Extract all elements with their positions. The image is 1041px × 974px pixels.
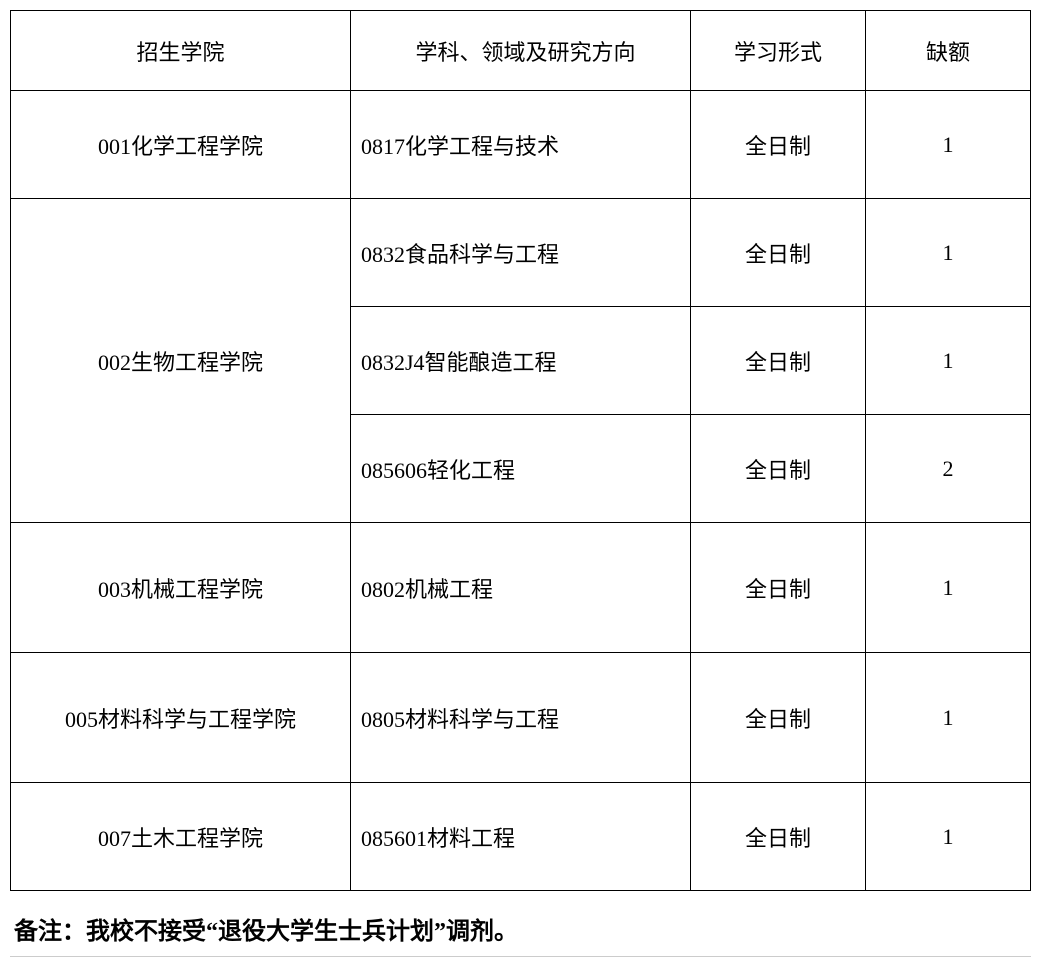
- cell-subject: 0832食品科学与工程: [351, 199, 691, 307]
- table-header-row: 招生学院 学科、领域及研究方向 学习形式 缺额: [11, 11, 1031, 91]
- cell-mode: 全日制: [691, 415, 866, 523]
- cell-quota: 1: [866, 653, 1031, 783]
- cell-college: 002生物工程学院: [11, 199, 351, 523]
- table-row: 005材料科学与工程学院 0805材料科学与工程 全日制 1: [11, 653, 1031, 783]
- cell-mode: 全日制: [691, 653, 866, 783]
- table-row: 003机械工程学院 0802机械工程 全日制 1: [11, 523, 1031, 653]
- table-row: 002生物工程学院 0832食品科学与工程 全日制 1: [11, 199, 1031, 307]
- cell-mode: 全日制: [691, 523, 866, 653]
- cell-subject: 0802机械工程: [351, 523, 691, 653]
- table-row: 007土木工程学院 085601材料工程 全日制 1: [11, 783, 1031, 891]
- cell-mode: 全日制: [691, 91, 866, 199]
- cell-subject: 0832J4智能酿造工程: [351, 307, 691, 415]
- header-subject: 学科、领域及研究方向: [351, 11, 691, 91]
- cell-college: 003机械工程学院: [11, 523, 351, 653]
- footnote: 备注：我校不接受“退役大学生士兵计划”调剂。: [10, 891, 1031, 957]
- cell-subject: 0817化学工程与技术: [351, 91, 691, 199]
- cell-quota: 1: [866, 199, 1031, 307]
- header-quota: 缺额: [866, 11, 1031, 91]
- cell-quota: 1: [866, 307, 1031, 415]
- cell-college: 001化学工程学院: [11, 91, 351, 199]
- cell-quota: 1: [866, 91, 1031, 199]
- cell-quota: 1: [866, 523, 1031, 653]
- cell-mode: 全日制: [691, 783, 866, 891]
- cell-mode: 全日制: [691, 307, 866, 415]
- cell-subject: 0805材料科学与工程: [351, 653, 691, 783]
- cell-quota: 1: [866, 783, 1031, 891]
- cell-college: 007土木工程学院: [11, 783, 351, 891]
- admissions-table: 招生学院 学科、领域及研究方向 学习形式 缺额 001化学工程学院 0817化学…: [10, 10, 1031, 891]
- table-row: 001化学工程学院 0817化学工程与技术 全日制 1: [11, 91, 1031, 199]
- cell-college: 005材料科学与工程学院: [11, 653, 351, 783]
- cell-subject: 085601材料工程: [351, 783, 691, 891]
- cell-quota: 2: [866, 415, 1031, 523]
- header-college: 招生学院: [11, 11, 351, 91]
- cell-mode: 全日制: [691, 199, 866, 307]
- cell-subject: 085606轻化工程: [351, 415, 691, 523]
- header-mode: 学习形式: [691, 11, 866, 91]
